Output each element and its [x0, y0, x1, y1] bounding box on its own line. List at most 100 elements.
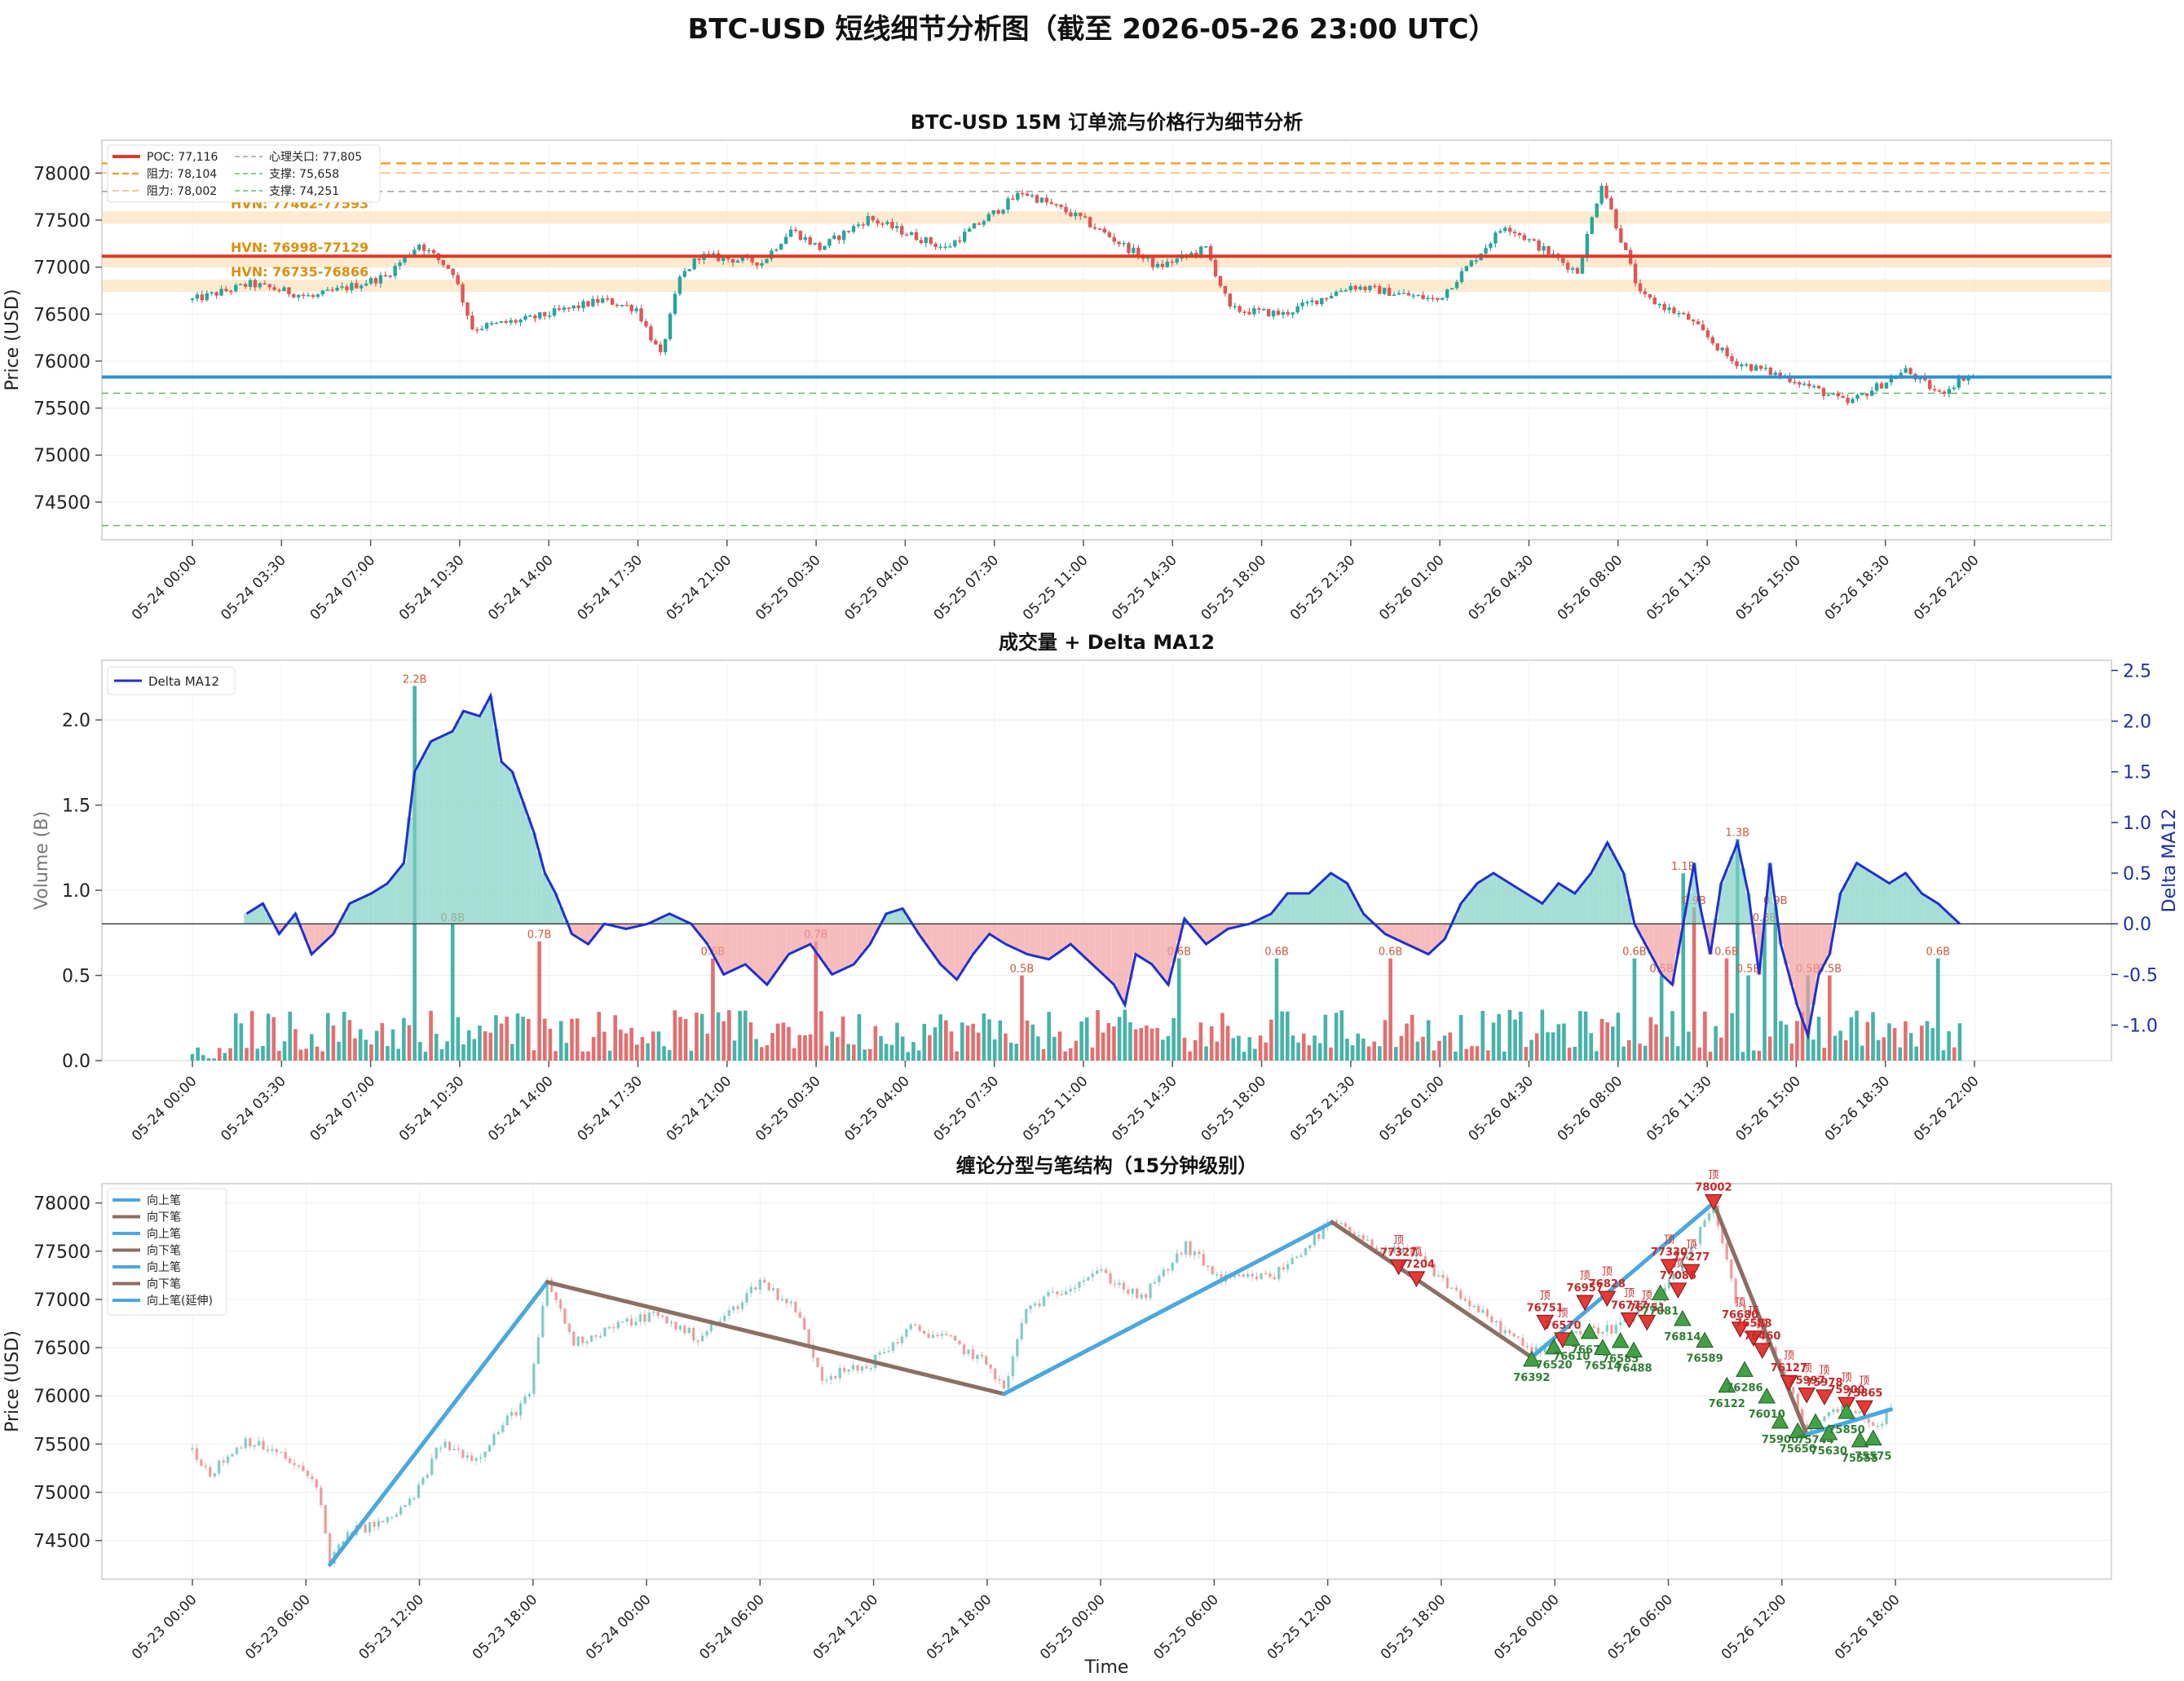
candle-body	[267, 284, 271, 288]
candle-body	[1463, 1299, 1467, 1301]
y-tick-label: 76000	[33, 1387, 90, 1407]
bottom-fractal-marker	[1838, 1402, 1855, 1419]
volume-bar	[955, 1051, 959, 1061]
volume-bar	[1741, 1052, 1745, 1061]
candle-body	[244, 1438, 248, 1449]
candle-body	[1242, 311, 1246, 313]
bottom-fractal-label: 76392	[1513, 1372, 1550, 1384]
volume-bar	[836, 1037, 840, 1061]
candle-body	[1821, 388, 1826, 396]
volume-spike-label: 0.5B	[1736, 964, 1761, 976]
candle-body	[1811, 386, 1816, 387]
candle-body	[1325, 298, 1329, 300]
panel-title: 缠论分型与笔结构（15分钟级别）	[956, 1154, 1257, 1177]
candle-body	[1707, 1213, 1711, 1220]
candle-body	[936, 1335, 939, 1336]
candle-body	[1860, 393, 1864, 395]
y2-tick-label: 1.0	[2123, 814, 2151, 834]
volume-bar	[1638, 1043, 1642, 1061]
volume-bar	[1714, 1026, 1718, 1061]
candle-body	[876, 220, 880, 224]
candle-body	[1160, 263, 1165, 267]
volume-spike-label: 1.1B	[1671, 861, 1696, 873]
volume-bar	[1957, 1023, 1962, 1061]
candle-body	[1698, 1227, 1702, 1245]
candle-body	[1348, 1227, 1352, 1233]
candle-body	[1932, 389, 1937, 390]
candle-body	[1441, 298, 1445, 300]
top-fractal-marker	[1407, 1271, 1426, 1287]
candle-body	[919, 240, 924, 244]
volume-bar	[1225, 1026, 1230, 1061]
candle-body	[1667, 1279, 1671, 1288]
volume-bar	[1518, 1011, 1523, 1061]
volume-bar	[1675, 1046, 1680, 1061]
volume-bar	[1307, 1045, 1312, 1061]
candle-body	[1069, 212, 1073, 217]
candle-body	[1652, 298, 1657, 305]
candle-body	[1262, 309, 1266, 311]
candle-body	[938, 246, 942, 249]
candle-body	[1546, 245, 1551, 255]
candle-body	[315, 294, 320, 297]
y-tick-label: 77000	[33, 258, 90, 279]
candle-body	[1109, 1273, 1112, 1284]
volume-bar	[1399, 1035, 1404, 1061]
candle-body	[1266, 309, 1271, 317]
bottom-fractal-marker	[1611, 1332, 1630, 1348]
volume-bar	[787, 1026, 791, 1061]
volume-bar	[434, 1034, 439, 1061]
candle-body	[1701, 324, 1705, 331]
volume-bar	[1930, 1028, 1935, 1061]
bottom-fractal-label: 75850	[1829, 1424, 1865, 1436]
volume-bar	[1491, 1022, 1496, 1061]
candle-body	[1024, 1308, 1028, 1324]
candle-body	[219, 289, 223, 296]
candle-body	[993, 1368, 997, 1380]
volume-bar	[1437, 1040, 1441, 1061]
candle-body	[337, 1544, 341, 1552]
candle-body	[1682, 313, 1686, 315]
candle-body	[1884, 382, 1889, 389]
volume-bar	[819, 1011, 823, 1061]
candle-body	[1260, 1273, 1263, 1280]
candle-body	[1793, 382, 1797, 384]
x-tick-label: 05-23 00:00	[129, 1591, 201, 1663]
candle-body	[1078, 1282, 1081, 1288]
candle-body	[240, 1447, 243, 1449]
volume-bar	[1274, 958, 1279, 1061]
volume-bar	[754, 1039, 758, 1061]
candle-body	[315, 1479, 319, 1488]
candle-body	[1215, 1274, 1219, 1276]
candle-body	[1729, 1259, 1733, 1279]
volume-bar	[1323, 1014, 1328, 1061]
candle-body	[1020, 1323, 1024, 1339]
volume-spike-label: 0.5B	[1010, 964, 1035, 976]
candle-body	[991, 210, 995, 214]
candle-body	[342, 1541, 345, 1545]
candle-body	[1426, 298, 1430, 299]
volume-bar	[445, 1041, 449, 1061]
volume-bar	[1215, 1041, 1220, 1061]
candle-body	[1952, 387, 1956, 390]
candle-body	[931, 1335, 935, 1339]
x-tick-label: 05-26 18:30	[1822, 552, 1894, 624]
volume-bar	[841, 1016, 845, 1061]
candle-body	[1069, 1288, 1072, 1292]
y2-tick-label: 2.0	[2123, 713, 2151, 733]
volume-bar	[640, 1037, 645, 1061]
candle-body	[1805, 1424, 1808, 1432]
candle-body	[540, 1305, 545, 1338]
top-fractal-label: 77277	[1673, 1251, 1710, 1264]
hvn-label: HVN: 76735-76866	[231, 264, 368, 280]
candle-body	[1516, 1336, 1520, 1338]
candle-body	[890, 222, 894, 228]
candle-body	[1281, 311, 1286, 315]
x-tick-label: 05-26 08:00	[1555, 552, 1626, 624]
volume-bar	[727, 1010, 731, 1061]
candle-body	[235, 1447, 239, 1454]
candle-body	[448, 1441, 452, 1450]
candle-body	[1527, 239, 1532, 240]
candle-body	[1595, 203, 1599, 218]
volume-bar	[1920, 1026, 1924, 1061]
